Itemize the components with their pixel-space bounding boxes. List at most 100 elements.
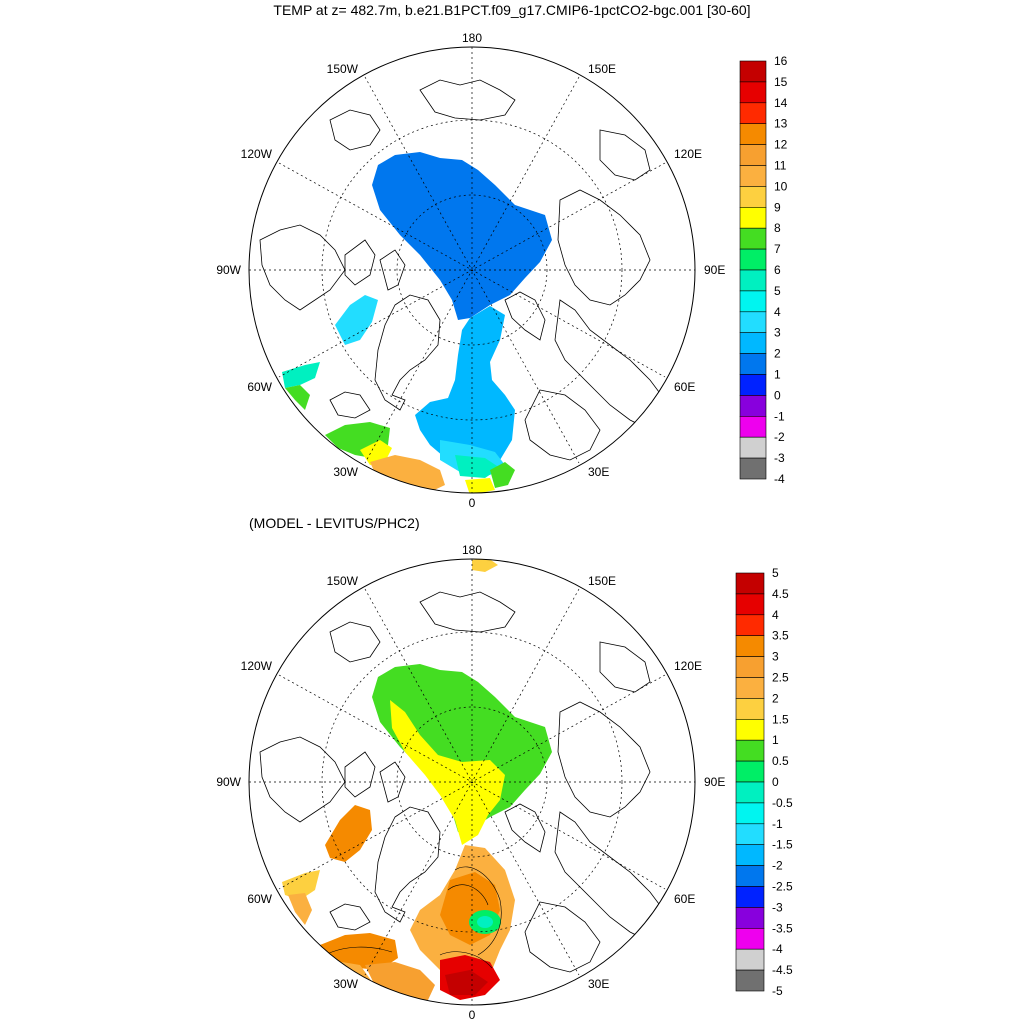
bottom-colorbar-tick-label: -4.5 <box>772 963 793 977</box>
label-60e: 60E <box>674 892 695 906</box>
bottom-colorbar-swatch <box>735 572 765 595</box>
top-colorbar-swatch <box>739 165 767 187</box>
top-longitude-labels: 180 150W 150E 120W 120E 90W 90E 60W 60E … <box>216 31 725 510</box>
bottom-colorbar-swatch <box>735 907 765 929</box>
top-colorbar-tick-label: -3 <box>774 451 785 465</box>
label-150e: 150E <box>588 62 616 76</box>
bottom-colorbar-tick-label: -3 <box>772 900 783 914</box>
top-map-boundary <box>248 46 696 494</box>
top-colorbar-swatch <box>739 269 767 292</box>
bottom-colorbar-tick-label: -2.5 <box>772 880 793 894</box>
bottom-colorbar-tick-label: 0.5 <box>772 754 789 768</box>
label-180: 180 <box>462 543 482 557</box>
top-colorbar-swatch <box>739 102 767 125</box>
top-colorbar-tick-label: 9 <box>774 200 781 214</box>
bottom-colorbar-tick-label: 2.5 <box>772 671 789 685</box>
plot-subtitle: (MODEL - LEVITUS/PHC2) <box>249 515 420 531</box>
label-150w: 150W <box>327 574 359 588</box>
bottom-colorbar-tick-label: 5 <box>772 566 779 580</box>
top-colorbar-tick-label: 13 <box>774 117 788 131</box>
label-0: 0 <box>469 1008 476 1022</box>
top-colorbar-swatch <box>739 186 767 208</box>
bottom-colorbar-swatch <box>735 969 765 992</box>
top-graticule <box>249 47 695 493</box>
bottom-colorbar-tick-label: 0 <box>772 775 779 789</box>
bottom-colorbar-swatch <box>735 656 765 678</box>
top-polar-map: 180 150W 150E 120W 120E 90W 90E 60W 60E … <box>216 31 725 510</box>
top-colorbar-swatch <box>739 353 767 375</box>
top-colorbar-swatch <box>739 81 767 104</box>
label-120w: 120W <box>241 659 273 673</box>
label-150e: 150E <box>588 574 616 588</box>
top-colorbar-swatch <box>739 374 767 396</box>
top-colorbar-tick-label: 3 <box>774 326 781 340</box>
label-60e: 60E <box>674 380 695 394</box>
bottom-colorbar-tick-label: -0.5 <box>772 796 793 810</box>
bottom-colorbar-tick-label: 2 <box>772 691 779 705</box>
top-colorbar-tick-label: 15 <box>774 75 788 89</box>
bottom-colorbar: 5 4.5 4 3.5 3 2.5 2 1.5 1 0.5 0 -0.5 -1 -1.5 -2 -2.5 -3 -… <box>735 566 793 998</box>
top-colorbar-swatch <box>739 207 767 229</box>
bottom-colorbar-tick-label: -4 <box>772 942 783 956</box>
top-colorbar-swatch <box>739 395 767 417</box>
bottom-colorbar-tick-label: -5 <box>772 984 783 998</box>
top-colorbar-tick-label: 16 <box>774 54 788 68</box>
top-colorbar-tick-label: 4 <box>774 305 781 319</box>
label-0: 0 <box>469 496 476 510</box>
bottom-colorbar-tick-label: -1.5 <box>772 838 793 852</box>
bottom-colorbar-swatch <box>735 865 765 887</box>
top-temperature-field <box>259 79 669 493</box>
bottom-colorbar-tick-label: 1 <box>772 733 779 747</box>
label-30e: 30E <box>588 977 609 991</box>
bottom-colorbar-swatch <box>735 760 765 783</box>
bottom-colorbar-swatch <box>735 781 765 804</box>
bottom-colorbar-tick-label: 4 <box>772 608 779 622</box>
bottom-colorbar-tick-label: 3 <box>772 650 779 664</box>
bottom-colorbar-tick-label: -2 <box>772 859 783 873</box>
top-colorbar-swatch <box>739 311 767 333</box>
bottom-colorbar-swatch <box>735 718 765 741</box>
top-colorbar-tick-label: -2 <box>774 430 785 444</box>
bottom-colorbar-swatch <box>735 635 765 657</box>
bottom-map-boundary <box>248 558 696 1006</box>
top-colorbar-tick-label: 14 <box>774 96 788 110</box>
top-colorbar-tick-label: 1 <box>774 368 781 382</box>
top-colorbar-tick-label: 0 <box>774 388 781 402</box>
bottom-colorbar-tick-label: -3.5 <box>772 921 793 935</box>
label-30w: 30W <box>333 977 358 991</box>
top-colorbar-swatch <box>739 457 767 480</box>
top-colorbar-swatch <box>739 290 767 313</box>
plot-title: TEMP at z= 482.7m, b.e21.B1PCT.f09_g17.C… <box>273 2 751 18</box>
top-colorbar-swatch <box>739 227 767 250</box>
label-90e: 90E <box>704 263 725 277</box>
top-colorbar-tick-label: 6 <box>774 263 781 277</box>
label-120e: 120E <box>674 147 702 161</box>
bottom-colorbar-tick-label: 1.5 <box>772 712 789 726</box>
top-colorbar-tick-label: 2 <box>774 347 781 361</box>
bottom-colorbar-tick-label: 3.5 <box>772 629 789 643</box>
label-60w: 60W <box>247 380 272 394</box>
bottom-colorbar-swatch <box>735 948 765 971</box>
top-colorbar-tick-label: 5 <box>774 284 781 298</box>
label-90e: 90E <box>704 775 725 789</box>
bottom-longitude-labels: 180 150W 150E 120W 120E 90W 90E 60W 60E … <box>216 543 725 1022</box>
top-colorbar-tick-label: -4 <box>774 472 785 486</box>
label-90w: 90W <box>216 775 241 789</box>
top-colorbar-tick-label: -1 <box>774 409 785 423</box>
top-colorbar-swatch <box>739 415 767 438</box>
top-colorbar-swatch <box>739 60 767 83</box>
label-120w: 120W <box>241 147 273 161</box>
bottom-colorbar-tick-label: -1 <box>772 817 783 831</box>
top-colorbar-swatch <box>739 248 767 271</box>
bottom-colorbar-swatch <box>735 844 765 866</box>
bottom-colorbar-swatch <box>735 677 765 699</box>
bottom-colorbar-tick-label: 4.5 <box>772 587 789 601</box>
bottom-difference-field <box>259 559 669 1002</box>
bottom-colorbar-swatch <box>735 698 765 720</box>
label-150w: 150W <box>327 62 359 76</box>
top-colorbar-swatch <box>739 123 767 145</box>
bottom-colorbar-swatch <box>735 802 765 825</box>
label-180: 180 <box>462 31 482 45</box>
